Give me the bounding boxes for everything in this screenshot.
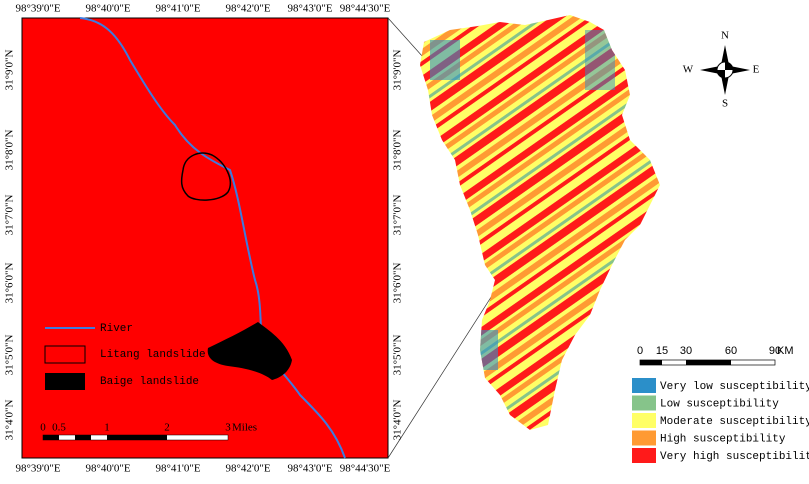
lon-label-top: 98°40'0"E [85,3,130,15]
scale-label: 0 [637,345,643,357]
compass-label: E [753,64,760,76]
lon-label-top: 98°39'0"E [15,3,60,15]
scale-label: 0.5 [52,422,66,434]
lon-label-bottom: 98°39'0"E [15,463,60,475]
legend-label: Very low susceptibility [660,381,809,393]
lat-label-right: 31°7'0"N [392,195,404,236]
litang-landslide [180,152,232,201]
scale-bar-km [639,359,776,366]
legend-litang [44,345,86,364]
scale-label: 2 [164,422,170,434]
lon-label-top: 98°43'0"E [287,3,332,15]
lon-label-top: 98°41'0"E [155,3,200,15]
lat-label-left: 31°9'0"N [4,50,16,91]
lon-label-bottom: 98°42'0"E [225,463,270,475]
lat-label-right: 31°5'0"N [392,335,404,376]
legend-swatch [632,448,656,463]
scale-label: 60 [725,345,737,357]
lat-label-left: 31°4'0"N [4,400,16,441]
legend-baige [45,373,85,390]
lat-label-left: 31°8'0"N [4,130,16,171]
lon-label-top: 98°44'30"E [340,3,391,15]
scale-label: KM [777,345,794,357]
inset-legend-label: Litang landslide [100,349,206,361]
compass [700,45,750,95]
scale-label: 90 [769,345,781,357]
lon-label-bottom: 98°44'30"E [340,463,391,475]
river [79,17,346,459]
lon-label-bottom: 98°41'0"E [155,463,200,475]
legend-swatch [632,430,656,446]
scale-label: 30 [680,345,692,357]
scale-bar-miles [42,434,229,441]
legend-swatch [632,413,656,428]
lon-label-top: 98°42'0"E [225,3,270,15]
lat-label-left: 31°7'0"N [4,195,16,236]
legend-swatch [632,378,656,393]
scale-label: 1 [104,422,110,434]
lat-label-right: 31°9'0"N [392,50,404,91]
legend-swatch [632,395,656,411]
compass-label: N [721,30,729,42]
legend-label: Very high susceptibility [660,451,809,463]
lat-label-left: 31°5'0"N [4,335,16,376]
lon-label-bottom: 98°40'0"E [85,463,130,475]
lon-label-bottom: 98°43'0"E [287,463,332,475]
baige-landslide [207,322,292,380]
scale-label: 3 [225,422,231,434]
inset-legend-label: Baige landslide [100,376,199,388]
legend-label: High susceptibility [660,433,786,445]
lat-label-right: 31°8'0"N [392,130,404,171]
legend-label: Low susceptibility [660,398,779,410]
legend-label: Moderate susceptibility [660,416,809,428]
scale-label: 15 [656,345,668,357]
lat-label-left: 31°6'0"N [4,263,16,304]
scale-label: 0 [40,422,46,434]
compass-label: S [722,98,728,110]
map-frame [21,17,389,459]
lat-label-right: 31°6'0"N [392,263,404,304]
inset-legend-label: River [100,323,133,335]
scale-label: Miles [232,422,257,434]
lat-label-right: 31°4'0"N [392,400,404,441]
compass-label: W [683,64,694,76]
